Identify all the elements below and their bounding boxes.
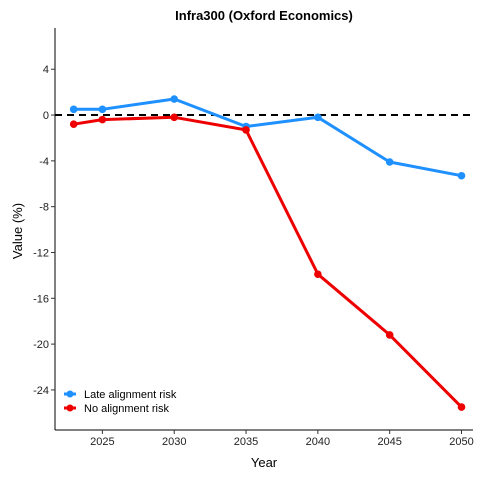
y-axis-label: Value (%) — [10, 203, 25, 259]
y-tick-label: 0 — [43, 110, 49, 122]
y-tick-label: -8 — [39, 202, 49, 214]
data-point-late-alignment-risk — [314, 113, 322, 122]
data-point-late-alignment-risk — [385, 158, 394, 166]
data-point-no-alignment-risk — [69, 120, 78, 129]
data-point-no-alignment-risk — [385, 331, 394, 339]
data-point-no-alignment-risk — [242, 126, 250, 134]
data-point-late-alignment-risk — [170, 95, 179, 103]
y-tick-label: -12 — [33, 247, 49, 259]
y-tick-label: -4 — [39, 156, 49, 168]
data-point-no-alignment-risk — [98, 115, 107, 124]
series-line-no-alignment-risk — [73, 115, 463, 409]
x-tick-label: 2025 — [90, 436, 114, 448]
x-tick-label: 2030 — [162, 436, 186, 448]
chart-title: Infra300 (Oxford Economics) — [175, 8, 353, 23]
y-tick-label: -20 — [33, 339, 49, 351]
data-point-no-alignment-risk — [170, 113, 179, 122]
data-point-no-alignment-risk — [314, 270, 322, 279]
y-tick-label: 4 — [43, 64, 49, 76]
data-point-late-alignment-risk — [457, 171, 466, 180]
y-tick-label: -24 — [33, 385, 49, 397]
y-tick-label: -16 — [33, 293, 49, 305]
legend-key-point-no-alignment-risk — [66, 404, 74, 412]
data-point-late-alignment-risk — [69, 105, 78, 114]
x-tick-label: 2040 — [306, 436, 330, 448]
legend-label-late-alignment-risk: Late alignment risk — [84, 389, 177, 401]
x-tick-label: 2035 — [234, 436, 258, 448]
legend-label-no-alignment-risk: No alignment risk — [84, 403, 169, 415]
data-point-no-alignment-risk — [457, 403, 466, 411]
series-line-late-alignment-risk — [73, 97, 462, 178]
x-tick-label: 2050 — [449, 436, 473, 448]
legend: Late alignment risk No alignment risk — [64, 389, 177, 415]
plot-area: 4 0 -4 -8 -12 -16 -20 -24 2025 2030 2035 2040 2045 20… — [33, 28, 474, 448]
data-point-late-alignment-risk — [98, 105, 107, 114]
x-axis-label: Year — [251, 455, 278, 470]
legend-key-point-late-alignment-risk — [66, 390, 74, 398]
x-tick-label: 2045 — [377, 436, 401, 448]
